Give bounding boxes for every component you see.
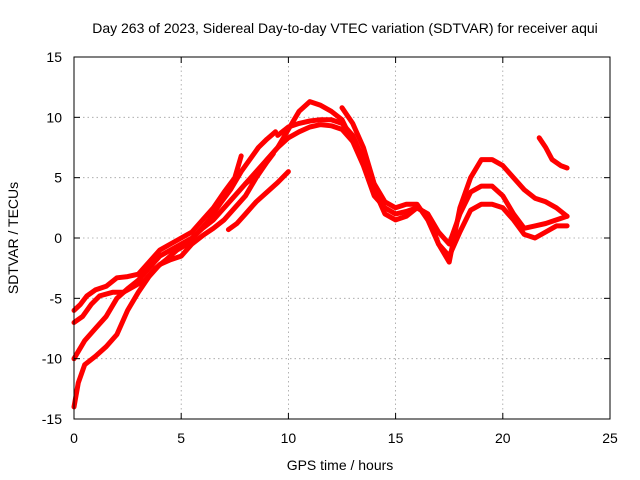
x-tick-label: 20	[495, 430, 511, 446]
data-series	[71, 99, 570, 410]
axis-ticks: 0 5 10 15 20 25 -15 -10 -5 0 5 10 15	[42, 49, 618, 446]
y-tick-label: 15	[46, 49, 62, 65]
chart-title: Day 263 of 2023, Sidereal Day-to-day VTE…	[92, 20, 598, 36]
y-tick-label: -5	[50, 290, 63, 306]
series-line-1	[71, 153, 244, 313]
series-line-4	[71, 151, 276, 410]
y-tick-label: -15	[42, 411, 62, 427]
series-line-3	[71, 122, 362, 362]
series-line-8	[339, 105, 570, 265]
x-tick-label: 10	[281, 430, 297, 446]
series-line-5	[225, 169, 291, 233]
x-axis-label: GPS time / hours	[287, 457, 394, 473]
y-tick-label: 10	[46, 109, 62, 125]
x-tick-label: 5	[177, 430, 185, 446]
x-tick-label: 25	[602, 430, 618, 446]
series-line-2	[71, 129, 278, 325]
series-line-6	[243, 99, 570, 247]
y-tick-label: 5	[54, 170, 62, 186]
series-line-9	[536, 135, 570, 171]
x-tick-label: 15	[388, 430, 404, 446]
y-axis-label: SDTVAR / TECUs	[5, 182, 21, 294]
x-tick-label: 0	[70, 430, 78, 446]
grid-lines	[74, 57, 610, 419]
y-tick-label: -10	[42, 351, 62, 367]
y-tick-label: 0	[54, 230, 62, 246]
